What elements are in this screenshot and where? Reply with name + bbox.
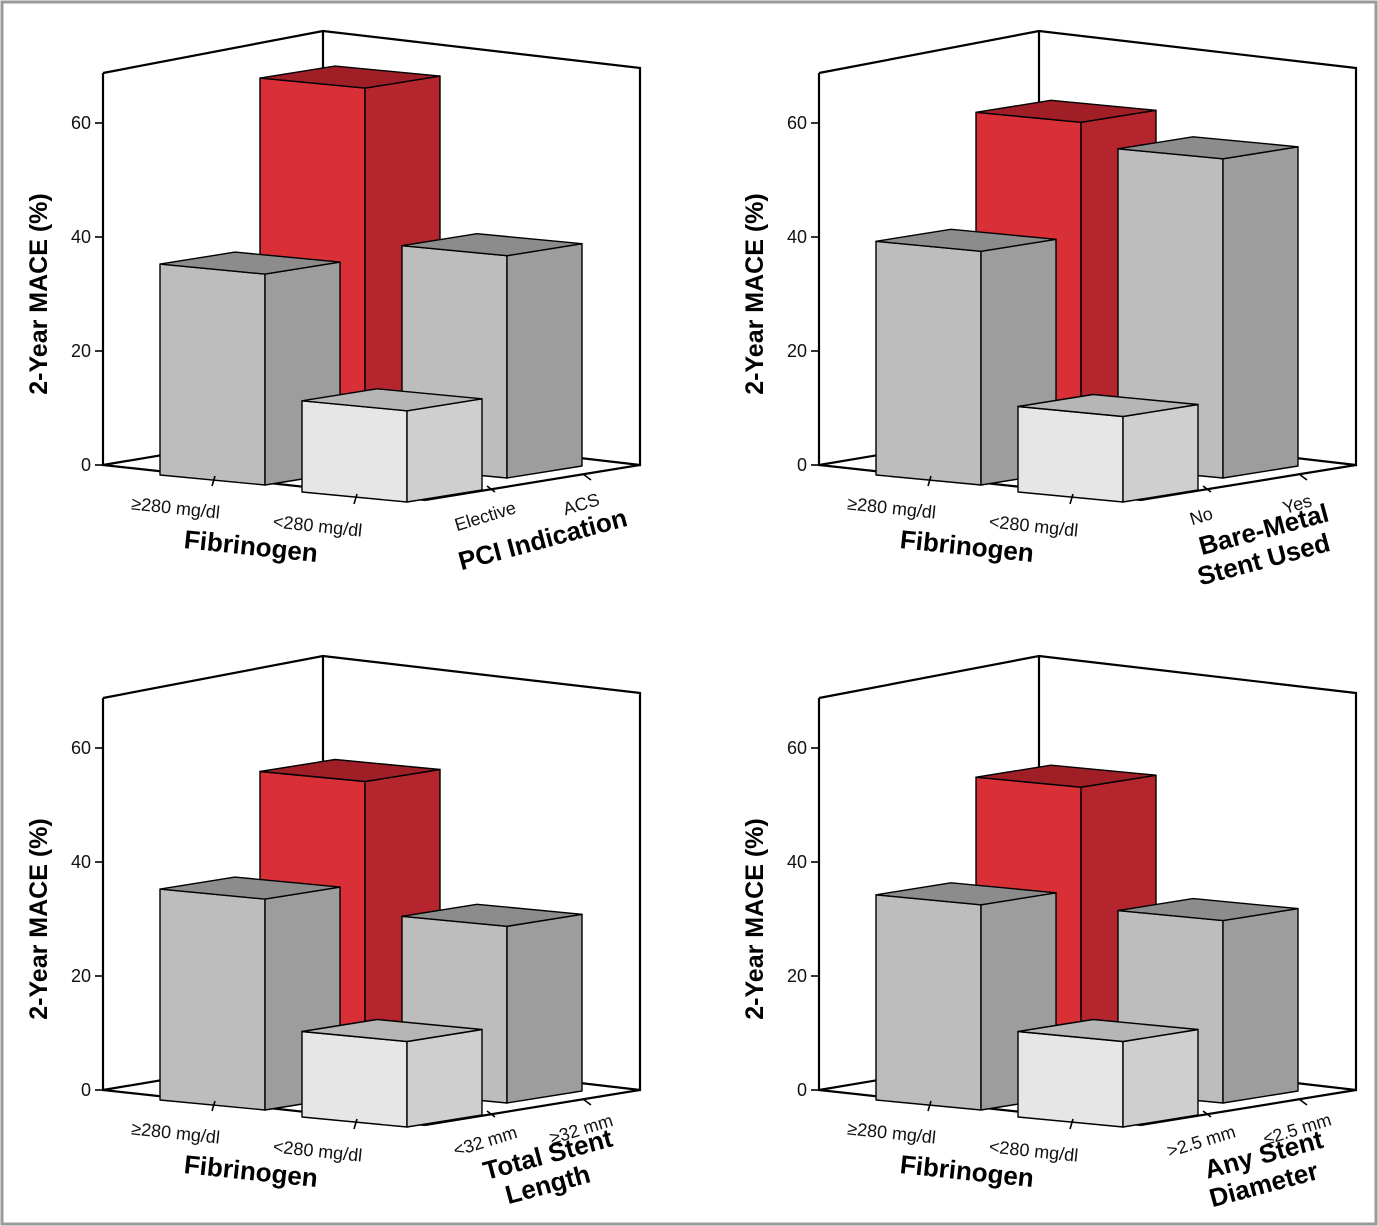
y-tick-label: 20 bbox=[71, 966, 91, 986]
x-tick-mark bbox=[353, 1118, 358, 1130]
y-tick-label: 40 bbox=[787, 227, 807, 247]
y-tick-label: 20 bbox=[71, 341, 91, 361]
bar-top-face bbox=[875, 882, 1057, 906]
bar-side-face bbox=[1122, 403, 1199, 503]
bar-top-face bbox=[1017, 393, 1199, 418]
bar-top-face bbox=[975, 764, 1157, 788]
y-tick-label: 40 bbox=[787, 852, 807, 872]
z-tick-mark bbox=[1202, 485, 1212, 493]
y-axis-label: 2-Year MACE (%) bbox=[741, 818, 769, 1019]
axis-floor-right bbox=[1140, 463, 1357, 502]
y-tick-label: 40 bbox=[71, 852, 91, 872]
y-axis-label: 2-Year MACE (%) bbox=[25, 193, 53, 394]
y-tick-label: 20 bbox=[787, 966, 807, 986]
bar-top-face bbox=[301, 388, 483, 412]
bar-front-face bbox=[301, 400, 408, 503]
x-tick-mark bbox=[211, 475, 216, 487]
z-tick-mark bbox=[1298, 1098, 1308, 1106]
bar-front-face bbox=[159, 888, 266, 1111]
bar-top-face bbox=[259, 65, 441, 89]
bar-side-face bbox=[506, 242, 583, 479]
axis-floor-right bbox=[424, 463, 641, 502]
z-tick-mark bbox=[486, 485, 496, 493]
bar-top-face bbox=[159, 876, 341, 900]
bar-low_low bbox=[301, 388, 483, 503]
z-tick-mark bbox=[582, 473, 592, 481]
bar-top-face bbox=[259, 758, 441, 783]
bar-side-face bbox=[1122, 1028, 1199, 1128]
axis-floor-right bbox=[424, 1088, 641, 1127]
y-tick-label: 20 bbox=[787, 341, 807, 361]
bar-top-face bbox=[301, 1018, 483, 1043]
y-axis-label: 2-Year MACE (%) bbox=[741, 193, 769, 394]
bar-front-face bbox=[301, 1030, 408, 1128]
y-tick-label: 60 bbox=[787, 738, 807, 758]
bar-top-face bbox=[1117, 136, 1299, 160]
bar-side-face bbox=[406, 1028, 483, 1128]
bar-top-face bbox=[975, 99, 1157, 124]
bar-side-face bbox=[1222, 146, 1299, 479]
bar-top-face bbox=[1017, 1018, 1199, 1043]
y-tick-label: 0 bbox=[81, 455, 91, 475]
z-tick-mark bbox=[582, 1098, 592, 1106]
bar-low_low bbox=[301, 1018, 483, 1128]
bar-top-face bbox=[401, 903, 583, 927]
x-tick-mark bbox=[1069, 1118, 1074, 1130]
x-tick-mark bbox=[211, 1100, 216, 1112]
z-tick-mark bbox=[1298, 473, 1308, 481]
z-tick-mark bbox=[1202, 1110, 1212, 1118]
z-tick-mark bbox=[486, 1110, 496, 1118]
y-tick-label: 0 bbox=[81, 1080, 91, 1100]
bar-front-face bbox=[875, 894, 982, 1111]
bar-front-face bbox=[1017, 1030, 1124, 1128]
bar-low_low bbox=[1017, 393, 1199, 503]
bar-top-face bbox=[875, 228, 1057, 253]
bar-side-face bbox=[1222, 907, 1299, 1104]
bar-top-face bbox=[159, 251, 341, 275]
x-tick-mark bbox=[1069, 493, 1074, 505]
bar-top-face bbox=[401, 232, 583, 257]
y-tick-label: 60 bbox=[787, 113, 807, 133]
x-tick-mark bbox=[927, 1100, 932, 1112]
bar-side-face bbox=[406, 398, 483, 503]
y-tick-label: 0 bbox=[797, 1080, 807, 1100]
y-tick-label: 0 bbox=[797, 455, 807, 475]
x-tick-mark bbox=[927, 475, 932, 487]
bar-low_high bbox=[1117, 136, 1299, 479]
y-tick-label: 60 bbox=[71, 738, 91, 758]
bar-low_low bbox=[1017, 1018, 1199, 1128]
bar-high_low bbox=[159, 876, 341, 1111]
y-tick-label: 60 bbox=[71, 113, 91, 133]
y-tick-label: 40 bbox=[71, 227, 91, 247]
bar-front-face bbox=[1017, 405, 1124, 503]
bar-front-face bbox=[159, 263, 266, 486]
bar-front-face bbox=[875, 240, 982, 486]
y-axis-label: 2-Year MACE (%) bbox=[25, 818, 53, 1019]
bar-top-face bbox=[1117, 897, 1299, 922]
bar-side-face bbox=[506, 913, 583, 1104]
x-tick-mark bbox=[353, 493, 358, 505]
axis-floor-right bbox=[1140, 1088, 1357, 1127]
bar-high_low bbox=[159, 251, 341, 486]
